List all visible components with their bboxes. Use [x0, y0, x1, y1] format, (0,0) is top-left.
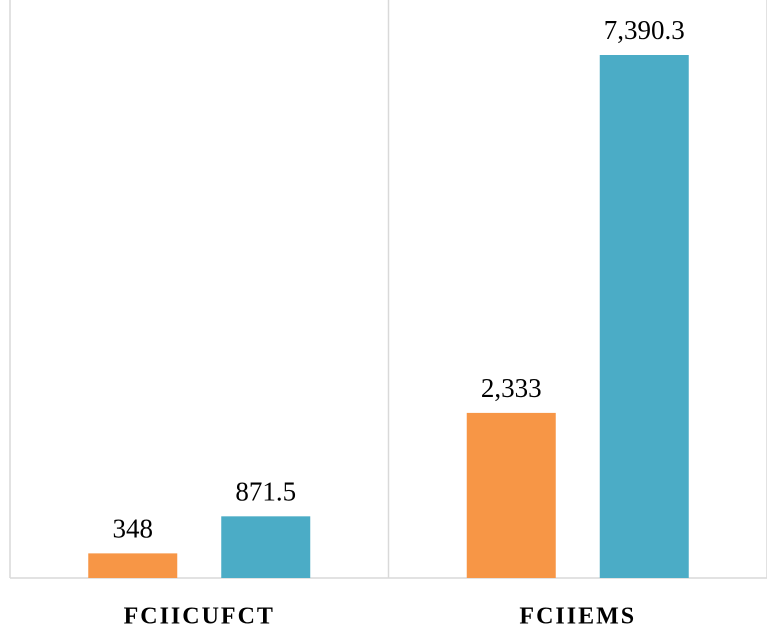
- data-label: 348: [113, 514, 154, 544]
- bar: [599, 55, 689, 578]
- bar: [466, 412, 556, 578]
- data-label: 871.5: [235, 477, 296, 507]
- x-tick-label: FCIIEMS: [519, 604, 636, 630]
- data-label: 7,390.3: [604, 15, 685, 45]
- bar: [88, 553, 178, 578]
- x-tick-label: FCIICUFCT: [124, 604, 275, 630]
- bar: [221, 516, 311, 578]
- data-label: 2,333: [481, 373, 542, 403]
